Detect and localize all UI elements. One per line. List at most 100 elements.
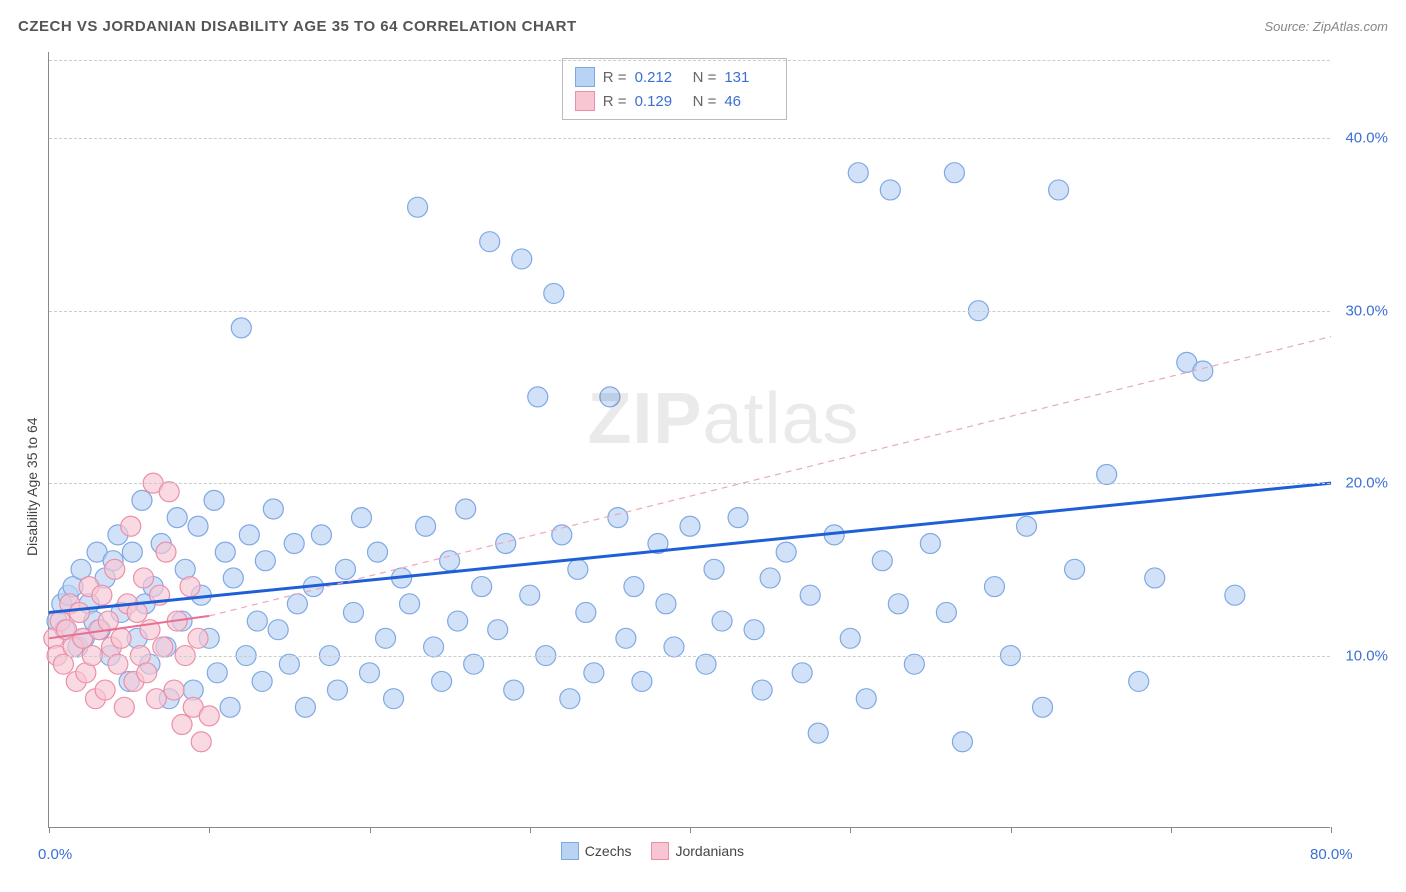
y-axis-title: Disability Age 35 to 64 xyxy=(24,418,40,557)
data-point xyxy=(512,249,532,269)
data-point xyxy=(704,559,724,579)
data-point xyxy=(568,559,588,579)
data-point xyxy=(215,542,235,562)
data-point xyxy=(199,706,219,726)
data-point xyxy=(279,654,299,674)
legend-label: Jordanians xyxy=(675,843,744,859)
stats-row: R =0.212N =131 xyxy=(575,65,775,89)
data-point xyxy=(134,568,154,588)
series-legend: CzechsJordanians xyxy=(561,842,744,860)
data-point xyxy=(311,525,331,545)
data-point xyxy=(92,585,112,605)
data-point xyxy=(137,663,157,683)
data-point xyxy=(624,577,644,597)
x-tick xyxy=(1171,827,1172,833)
data-point xyxy=(295,697,315,717)
data-point xyxy=(231,318,251,338)
data-point xyxy=(268,620,288,640)
legend-swatch xyxy=(575,91,595,111)
x-label-min: 0.0% xyxy=(38,846,72,863)
data-point xyxy=(680,516,700,536)
data-point xyxy=(528,387,548,407)
grid-line xyxy=(49,311,1330,312)
data-point xyxy=(520,585,540,605)
data-point xyxy=(800,585,820,605)
data-point xyxy=(432,671,452,691)
x-tick xyxy=(1331,827,1332,833)
legend-item: Jordanians xyxy=(651,842,744,860)
data-point xyxy=(712,611,732,631)
x-label-max: 80.0% xyxy=(1310,846,1353,863)
data-point xyxy=(760,568,780,588)
data-point xyxy=(223,568,243,588)
data-point xyxy=(792,663,812,683)
data-point xyxy=(239,525,259,545)
stat-key: N = xyxy=(693,93,717,110)
data-point xyxy=(153,637,173,657)
y-tick-label: 40.0% xyxy=(1345,130,1388,147)
data-point xyxy=(856,689,876,709)
x-tick xyxy=(1011,827,1012,833)
data-point xyxy=(744,620,764,640)
data-point xyxy=(576,602,596,622)
legend-swatch xyxy=(561,842,579,860)
data-point xyxy=(904,654,924,674)
grid-line xyxy=(49,138,1330,139)
grid-line xyxy=(49,60,1330,61)
data-point xyxy=(472,577,492,597)
y-tick-label: 30.0% xyxy=(1345,302,1388,319)
data-point xyxy=(584,663,604,683)
stat-key: R = xyxy=(603,93,627,110)
data-point xyxy=(728,508,748,528)
data-point xyxy=(560,689,580,709)
data-point xyxy=(464,654,484,674)
data-point xyxy=(752,680,772,700)
data-point xyxy=(808,723,828,743)
data-point xyxy=(108,654,128,674)
data-point xyxy=(544,283,564,303)
y-tick-label: 20.0% xyxy=(1345,475,1388,492)
stat-key: N = xyxy=(693,69,717,86)
data-point xyxy=(400,594,420,614)
data-point xyxy=(696,654,716,674)
data-point xyxy=(284,533,304,553)
data-point xyxy=(188,516,208,536)
data-point xyxy=(656,594,676,614)
stat-key: R = xyxy=(603,69,627,86)
data-point xyxy=(180,577,200,597)
data-point xyxy=(872,551,892,571)
data-point xyxy=(1033,697,1053,717)
trend-line xyxy=(49,483,1331,612)
data-point xyxy=(156,542,176,562)
data-point xyxy=(848,163,868,183)
data-point xyxy=(220,697,240,717)
data-point xyxy=(360,663,380,683)
legend-swatch xyxy=(575,67,595,87)
data-point xyxy=(111,628,131,648)
data-point xyxy=(1225,585,1245,605)
data-point xyxy=(146,689,166,709)
stats-row: R =0.129N =46 xyxy=(575,89,775,113)
data-point xyxy=(424,637,444,657)
grid-line xyxy=(49,656,1330,657)
data-point xyxy=(944,163,964,183)
data-point xyxy=(121,516,141,536)
x-tick xyxy=(530,827,531,833)
data-point xyxy=(448,611,468,631)
data-point xyxy=(1065,559,1085,579)
chart-title: CZECH VS JORDANIAN DISABILITY AGE 35 TO … xyxy=(18,18,577,35)
data-point xyxy=(335,559,355,579)
data-point xyxy=(480,232,500,252)
data-point xyxy=(952,732,972,752)
data-point xyxy=(368,542,388,562)
data-point xyxy=(1017,516,1037,536)
data-point xyxy=(105,559,125,579)
data-point xyxy=(488,620,508,640)
data-point xyxy=(164,680,184,700)
data-point xyxy=(1145,568,1165,588)
data-point xyxy=(936,602,956,622)
x-tick xyxy=(49,827,50,833)
data-point xyxy=(69,602,89,622)
data-point xyxy=(188,628,208,648)
data-point xyxy=(456,499,476,519)
